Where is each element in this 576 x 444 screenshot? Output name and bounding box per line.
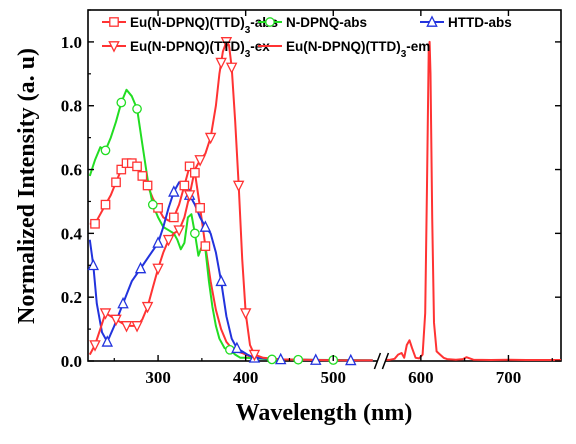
- legend-marker: [108, 41, 120, 53]
- data-point-marker: [215, 274, 227, 287]
- plot-lines: [88, 40, 561, 362]
- y-tick-label: 0.2: [61, 288, 82, 307]
- data-point-marker: [147, 199, 158, 210]
- data-point-marker: [232, 180, 245, 193]
- y-tick-label: 0.4: [61, 224, 83, 243]
- data-point-marker: [90, 218, 100, 229]
- y-axis-title: Normalized Intensity (a. u): [14, 48, 40, 324]
- axis-break-gap: [377, 353, 386, 369]
- x-tick-label: 600: [408, 368, 434, 387]
- y-tick-label: 0.8: [61, 97, 82, 116]
- data-point-marker: [195, 202, 205, 213]
- data-point-marker: [309, 353, 322, 365]
- data-point-marker: [293, 354, 304, 365]
- data-point-marker: [111, 177, 121, 188]
- series-line-0: [89, 162, 373, 362]
- data-point-marker: [190, 167, 200, 178]
- series-line-4: [385, 40, 561, 361]
- data-point-marker: [120, 321, 133, 333]
- plot-markers: [87, 37, 357, 366]
- x-tick-label: 500: [321, 368, 347, 387]
- series-line-2: [88, 181, 373, 362]
- data-point-marker: [194, 155, 206, 167]
- data-point-marker: [101, 335, 114, 347]
- data-point-marker: [110, 314, 122, 327]
- data-point-marker: [89, 340, 101, 352]
- data-point-marker: [199, 220, 212, 232]
- axis-break-mark: [373, 352, 382, 370]
- x-tick-label: 400: [233, 368, 259, 387]
- legend-label: HTTD-abs: [448, 15, 512, 30]
- y-tick-label: 0.0: [61, 352, 82, 371]
- y-axis: 0.0 0.2 0.4 0.6 0.8 1.0: [61, 9, 561, 371]
- legend-label: Eu(N-DPNQ)(TTD)3-em: [286, 39, 430, 60]
- legend-label: Eu(N-DPNQ)(TTD)3-abs: [130, 15, 278, 36]
- data-point-marker: [220, 37, 233, 49]
- data-point-marker: [152, 236, 164, 248]
- data-point-marker: [141, 301, 154, 314]
- data-point-marker: [142, 180, 153, 191]
- x-axis-title: Wavelength (nm): [236, 400, 413, 426]
- data-point-marker: [179, 180, 190, 191]
- legend-label: Eu(N-DPNQ)(TTD)3-ex: [130, 39, 270, 60]
- legend: Eu(N-DPNQ)(TTD)3-abs N-DPNQ-abs HTTD-abs Eu…: [102, 15, 512, 60]
- data-point-marker: [204, 132, 217, 145]
- data-point-marker: [132, 104, 142, 114]
- data-point-marker: [173, 225, 185, 237]
- data-point-marker: [274, 352, 287, 365]
- y-tick-label: 0.6: [61, 161, 82, 180]
- x-tick-label: 300: [145, 368, 171, 387]
- data-point-marker: [162, 234, 175, 247]
- data-point-marker: [200, 241, 211, 251]
- data-point-marker: [190, 228, 200, 239]
- data-point-marker: [239, 308, 252, 320]
- data-point-marker: [116, 164, 127, 175]
- data-point-marker: [183, 190, 196, 202]
- legend-marker: [109, 17, 119, 27]
- data-point-marker: [100, 199, 111, 210]
- data-point-marker: [152, 263, 164, 276]
- x-axis: 300 400 500 600 700: [113, 10, 553, 387]
- data-point-marker: [134, 261, 147, 274]
- data-point-marker: [225, 62, 238, 75]
- data-point-marker: [99, 308, 112, 320]
- data-point-marker: [131, 321, 143, 333]
- data-point-marker: [168, 212, 179, 223]
- plot-frame: [87, 9, 562, 362]
- legend-marker: [265, 17, 275, 27]
- data-point-marker: [117, 296, 129, 309]
- series-line-3: [88, 40, 373, 362]
- data-point-marker: [215, 57, 227, 70]
- legend-label: N-DPNQ-abs: [286, 15, 367, 30]
- data-point-marker: [116, 97, 127, 108]
- data-point-marker: [184, 161, 195, 172]
- data-point-marker: [231, 341, 243, 354]
- y-tick-label: 1.0: [61, 33, 82, 52]
- data-point-marker: [267, 354, 277, 365]
- data-point-marker: [100, 145, 111, 156]
- data-point-marker: [248, 349, 261, 362]
- series-line-1: [88, 88, 373, 362]
- x-tick-label: 700: [496, 368, 522, 387]
- axis-break-mark: [381, 352, 390, 370]
- data-point-marker: [137, 171, 148, 181]
- x-axis-break: [373, 352, 390, 370]
- data-point-marker: [345, 353, 357, 366]
- data-point-marker: [132, 161, 142, 172]
- legend-marker: [426, 15, 438, 27]
- data-point-marker: [168, 185, 180, 197]
